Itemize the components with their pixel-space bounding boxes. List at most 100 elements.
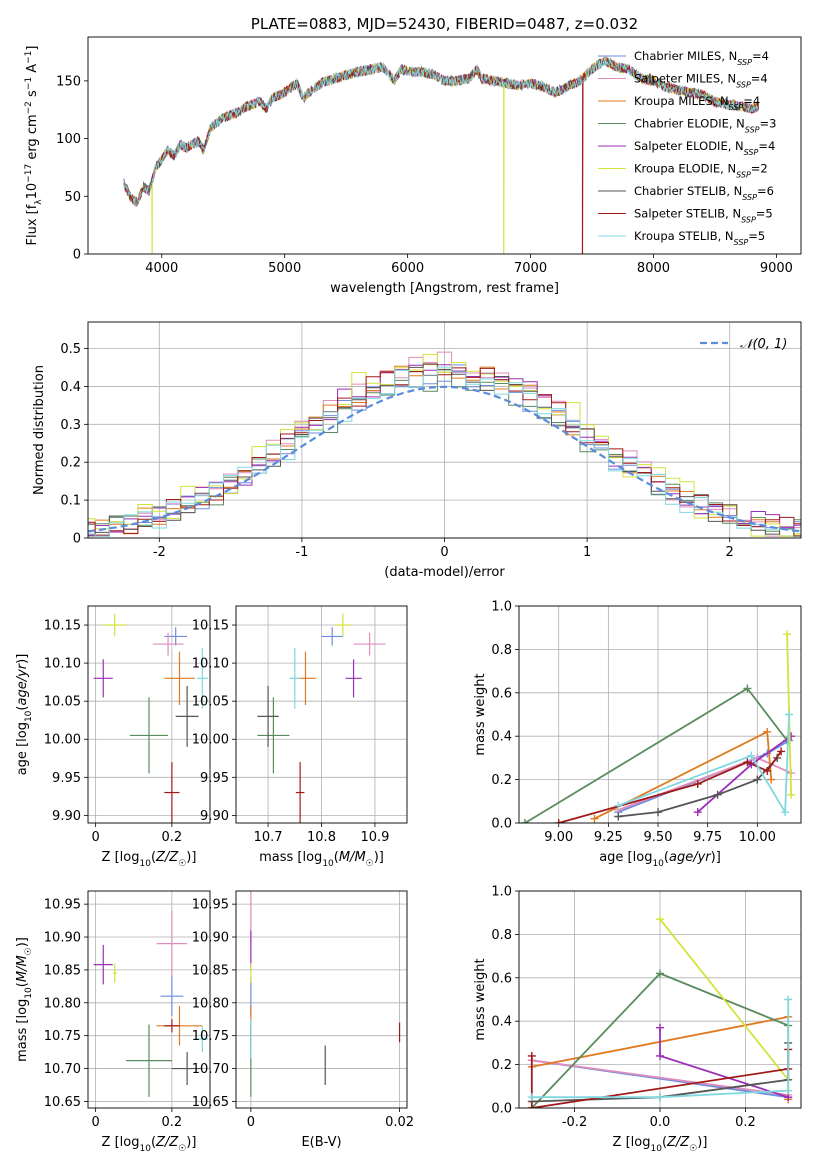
axes-frame: [235, 605, 408, 824]
x-axis-label: E(B-V): [301, 1135, 341, 1150]
weight-marker: [656, 1051, 664, 1060]
x-tick-label: 0: [440, 545, 448, 560]
plot-area: [123, 55, 760, 254]
y-tick-label: 150: [56, 74, 81, 89]
x-tick-label: 8000: [637, 261, 670, 276]
y-axis-label: mass weight: [473, 958, 488, 1040]
errorbar-kroupa-stelib: [196, 647, 209, 709]
x-tick-label: 0: [91, 1115, 99, 1130]
y-tick-label: 10.10: [44, 657, 81, 672]
y-axis-label: mass [log10(M/M☉)]: [15, 937, 34, 1062]
x-tick-label: 0.02: [385, 1115, 414, 1130]
spectrum-line-salpeter-stelib: [123, 56, 760, 254]
weight-marker: [656, 915, 664, 924]
errorbar-chabrier-stelib: [257, 685, 279, 747]
legend-entry: Kroupa MILES, NSSP=4: [634, 94, 760, 112]
y-tick-label: 100: [56, 132, 81, 147]
weight-marker: [753, 775, 762, 784]
y-tick-label: 0.1: [60, 494, 81, 509]
errorbar-kroupa-elodie: [103, 613, 127, 637]
errorbar-chabrier-miles: [321, 627, 343, 646]
y-tick-label: 10.75: [192, 1029, 229, 1044]
y-tick-label: 0.5: [60, 342, 81, 357]
y-tick-label: 10.95: [192, 898, 229, 913]
errorbar-chabrier-stelib: [175, 685, 199, 747]
weight-line-kroupa-elodie: [659, 918, 789, 1081]
x-tick-label: 0.2: [735, 1115, 756, 1130]
x-axis-label: Z [log10(Z/Z☉)]: [613, 1135, 708, 1154]
y-tick-label: 0.0: [491, 817, 512, 832]
chart-mass-vs-ebv: 0 0.02 10.65 10.70 10.75 10.80 10.85 10.90 10.95…: [192, 890, 414, 1150]
plot-area: [527, 915, 793, 1108]
weight-marker: [693, 779, 702, 788]
weight-marker: [743, 758, 752, 767]
legend: Chabrier MILES, NSSP=4 Salpeter MILES, NS…: [598, 49, 776, 247]
x-tick-label: 1: [583, 545, 591, 560]
y-tick-label: 0.8: [491, 643, 512, 658]
y-tick-label: 9.95: [200, 771, 229, 786]
weight-marker: [590, 814, 599, 823]
errorbar-salpeter-miles: [353, 632, 386, 656]
axes-frame: [518, 890, 802, 1109]
x-tick-label: 0.0: [650, 1115, 671, 1130]
x-tick-label: 0.2: [162, 1115, 183, 1130]
y-tick-label: 9.95: [52, 771, 81, 786]
legend-entry: 𝒩(0, 1): [740, 337, 787, 352]
axes-frame: [87, 36, 802, 255]
errorbar-salpeter-stelib: [164, 762, 180, 823]
weight-marker: [783, 630, 792, 639]
y-tick-label: 10.10: [192, 657, 229, 672]
weight-marker: [763, 727, 772, 736]
y-tick-label: 0: [73, 248, 81, 263]
weight-marker: [777, 747, 786, 756]
y-tick-label: 10.80: [192, 996, 229, 1011]
x-tick-label: -0.2: [562, 1115, 587, 1130]
histogram-chabrier-stelib: [88, 363, 801, 537]
histogram-salpeter-elodie: [88, 364, 801, 536]
x-tick-label: 5000: [268, 261, 301, 276]
weight-line-kroupa-stelib: [617, 714, 790, 816]
x-tick-label: 10.8: [307, 830, 336, 845]
x-tick-label: 9.50: [644, 830, 673, 845]
legend-entry: Chabrier STELIB, NSSP=6: [634, 184, 774, 202]
legend-entry: Salpeter ELODIE, NSSP=4: [634, 139, 775, 157]
legend-entry: Salpeter STELIB, NSSP=5: [634, 207, 773, 225]
x-tick-label: 9.25: [594, 830, 623, 845]
x-axis-label: Z [log10(Z/Z☉)]: [102, 850, 197, 869]
x-axis-label: age [log10(age/yr)]: [599, 850, 721, 869]
y-tick-label: 0.3: [60, 418, 81, 433]
x-tick-label: 10.00: [739, 830, 776, 845]
x-tick-label: 2: [726, 545, 734, 560]
errorbar-kroupa-stelib: [196, 1025, 209, 1053]
weight-marker: [554, 819, 563, 823]
plot-area: [520, 630, 796, 823]
axes-frame: [87, 321, 802, 539]
errorbar-kroupa-elodie: [334, 613, 351, 637]
legend-entry: Salpeter MILES, NSSP=4: [634, 72, 768, 90]
weight-marker: [787, 790, 796, 799]
weight-line-salpeter-miles: [531, 1059, 789, 1096]
y-tick-label: 10.65: [44, 1095, 81, 1110]
histogram-kroupa-elodie: [88, 353, 801, 537]
chart-residuals: -2 -1 0 1 2 0 0.1 0.2 0.3 0.4 0.5 (data-model)/erro…: [32, 321, 802, 580]
errorbar-salpeter-stelib: [164, 1019, 180, 1033]
y-tick-label: 0.4: [491, 730, 512, 745]
legend-entry: Chabrier ELODIE, NSSP=3: [634, 117, 776, 135]
plot-area: [257, 613, 386, 823]
normal-curve: [88, 385, 801, 533]
errorbar-chabrier-elodie: [126, 1024, 172, 1097]
errorbar-chabrier-elodie: [257, 697, 290, 774]
weight-marker: [693, 808, 702, 817]
histogram-kroupa-stelib: [88, 366, 801, 537]
y-tick-label: 10.00: [192, 733, 229, 748]
x-axis-label: (data-model)/error: [384, 565, 505, 580]
x-tick-label: 0.2: [162, 830, 183, 845]
x-axis-label: mass [log10(M/M☉)]: [259, 850, 384, 869]
x-axis-label: Z [log10(Z/Z☉)]: [102, 1135, 197, 1154]
y-tick-label: 10.05: [44, 695, 81, 710]
errorbar-kroupa-miles: [164, 651, 195, 705]
weight-marker: [654, 808, 663, 817]
y-tick-label: 10.95: [44, 898, 81, 913]
y-axis-label: age [log10(age/yr)]: [15, 654, 34, 776]
y-tick-label: 9.90: [200, 809, 229, 824]
